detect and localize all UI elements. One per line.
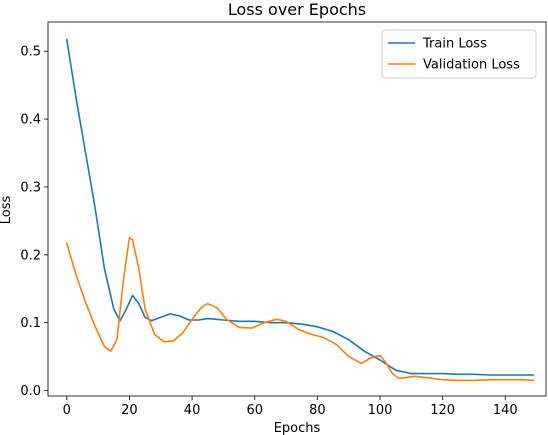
x-tick-label: 120 — [430, 403, 455, 418]
x-axis-label: Epochs — [274, 421, 321, 435]
series-line-validation-loss — [66, 237, 535, 382]
x-tick-label: 0 — [63, 403, 71, 418]
x-tick-label: 100 — [368, 403, 393, 418]
y-axis-label: Loss — [0, 196, 14, 225]
legend-label-train-loss: Train Loss — [422, 37, 487, 52]
plot-area — [66, 38, 535, 382]
y-tick-label: 0.3 — [20, 180, 41, 195]
axes: 0 20 40 60 80 100 120 140 0.0 0.1 0.2 0.3 0.4 0.5 — [20, 21, 547, 418]
legend-box — [381, 29, 537, 79]
axes-frame — [47, 21, 547, 397]
chart-title: Loss over Epochs — [228, 0, 366, 19]
x-tick-label: 60 — [246, 403, 263, 418]
x-tick-label: 20 — [121, 403, 138, 418]
y-tick-label: 0.0 — [20, 384, 41, 399]
y-tick-label: 0.2 — [20, 248, 41, 263]
y-tick-label: 0.4 — [20, 113, 41, 128]
legend: Train Loss Validation Loss — [381, 29, 537, 79]
legend-label-validation-loss: Validation Loss — [423, 58, 520, 73]
y-tick-label: 0.1 — [20, 316, 41, 331]
x-tick-label: 140 — [493, 403, 518, 418]
y-tick-label: 0.5 — [20, 45, 41, 60]
x-tick-label: 80 — [309, 403, 326, 418]
series-line-train-loss — [66, 38, 535, 376]
x-tick-label: 40 — [184, 403, 201, 418]
